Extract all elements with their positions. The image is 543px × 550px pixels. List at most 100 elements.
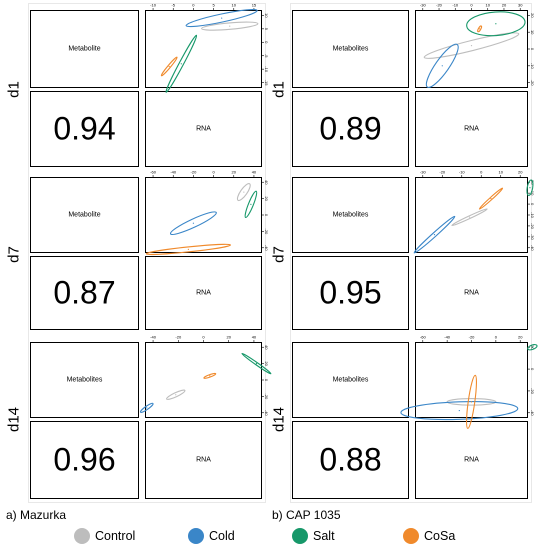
rna-cell: RNA — [415, 421, 528, 499]
ellipse-plot: -60 -40 -20 0 20 40 40 20 0 -20 -40 — [145, 170, 269, 256]
metabolite-cell: Metabolites — [292, 342, 409, 418]
ellipse-plot: -60-40-20020200-20-40 — [400, 335, 538, 429]
x-tick-label: 10 — [232, 3, 237, 8]
ellipse-cold — [425, 43, 459, 88]
panel-b-title: b) CAP 1035 — [272, 508, 341, 522]
x-tick-label: -20 — [436, 3, 443, 8]
row-label-d1: d1 — [5, 81, 23, 98]
legend-salt: Salt — [292, 528, 335, 544]
x-tick-label: 0 — [470, 3, 473, 8]
ellipse-cold — [185, 9, 258, 28]
rna-cell: RNA — [145, 256, 262, 330]
y-tick-label: 10 — [264, 13, 269, 18]
ellipse-cold — [139, 402, 154, 413]
ellipse-salt — [526, 179, 534, 196]
x-tick-label: 15 — [252, 3, 257, 8]
panel-b-frame — [290, 3, 532, 503]
y-tick-label: 0 — [530, 48, 535, 51]
y-tick-label: -20 — [530, 388, 535, 395]
metabolite-label: Metabolite — [68, 211, 101, 219]
ellipse-control — [236, 183, 251, 202]
x-tick-label: 20 — [226, 335, 231, 340]
metabolite-cell: Metabolite — [30, 177, 139, 253]
ellipse-cosa — [160, 56, 178, 77]
y-tick-label: 40 — [264, 345, 269, 350]
y-tick-label: -10 — [264, 66, 269, 73]
centroid-control — [470, 45, 473, 47]
x-tick-label: -10 — [459, 170, 466, 175]
rna-label: RNA — [464, 456, 479, 464]
ellipse-cosa — [477, 25, 483, 33]
y-tick-label: -20 — [530, 80, 535, 87]
rna-label: RNA — [196, 456, 211, 464]
x-tick-label: -5 — [171, 3, 175, 8]
rna-label: RNA — [196, 125, 211, 133]
ellipse-salt — [165, 34, 198, 93]
metabolite-cell: Metabolites — [30, 342, 139, 418]
centroid-cosa — [187, 248, 189, 250]
centroid-cold — [146, 407, 148, 409]
metabolite-label: Metabolite — [68, 45, 101, 53]
x-tick-label: 20 — [232, 170, 237, 175]
ellipse-control — [451, 208, 488, 227]
x-tick-label: -20 — [191, 170, 198, 175]
correlation-cell: 0.87 — [30, 256, 139, 330]
x-tick-label: 10 — [498, 170, 503, 175]
y-tick-label: 20 — [264, 196, 269, 201]
y-tick-label: -30 — [530, 234, 535, 241]
correlation-value: 0.94 — [53, 110, 116, 147]
rna-label: RNA — [196, 289, 211, 297]
y-tick-label: 20 — [530, 180, 535, 185]
rna-cell: RNA — [145, 421, 262, 499]
rna-cell: RNA — [415, 256, 528, 330]
centroid-cosa — [209, 375, 211, 377]
centroid-cold — [192, 222, 195, 224]
ellipse-cold — [413, 215, 456, 254]
y-tick-label: 5 — [264, 28, 269, 31]
y-tick-label: 0 — [264, 214, 269, 217]
row-label-d7: d7 — [270, 246, 288, 263]
correlation-cell: 0.89 — [292, 91, 409, 167]
ellipse-plot: -30 -20 -10 0 10 20 20 10 0 -10 -20 -30 -40 — [413, 170, 535, 254]
x-tick-label: 0 — [192, 3, 195, 8]
centroid-cold — [458, 409, 460, 412]
x-tick-label: -20 — [175, 335, 182, 340]
correlation-cell: 0.95 — [292, 256, 409, 330]
centroid-cosa — [490, 198, 492, 200]
x-tick-label: -40 — [444, 335, 451, 340]
ellipse-plot: -30 -20 -10 0 10 20 30 20 10 0 -10 -20 — [415, 3, 535, 88]
legend-salt-label: Salt — [313, 529, 335, 543]
correlation-cell: 0.94 — [30, 91, 139, 167]
ellipse-cold — [400, 401, 519, 421]
x-tick-label: 20 — [518, 335, 523, 340]
x-tick-label: -60 — [150, 170, 157, 175]
centroid-salt — [250, 203, 252, 205]
centroid-control — [468, 216, 471, 218]
centroid-salt — [531, 346, 533, 348]
y-tick-label: -20 — [264, 228, 269, 235]
x-tick-label: -30 — [420, 170, 427, 175]
centroid-cosa — [168, 65, 170, 68]
legend-cosa: CoSa — [403, 528, 455, 544]
legend-cosa-label: CoSa — [424, 529, 456, 543]
x-tick-label: -40 — [170, 170, 177, 175]
metabolite-label: Metabolites — [332, 376, 369, 384]
row-label-d1: d1 — [270, 81, 288, 98]
y-tick-label: 20 — [264, 361, 269, 366]
x-tick-label: 0 — [480, 170, 483, 175]
panel-a-frame — [28, 3, 266, 503]
ellipse-cosa — [478, 187, 504, 210]
x-tick-label: 5 — [212, 3, 215, 8]
x-tick-label: 40 — [252, 170, 257, 175]
legend-control-label: Control — [95, 529, 136, 543]
centroid-salt — [180, 63, 182, 65]
legend-cosa-swatch — [403, 528, 419, 544]
centroid-salt — [529, 187, 531, 189]
metabolite-cell: Metabolites — [292, 10, 409, 88]
row-label-d14: d14 — [5, 406, 23, 433]
centroid-control — [229, 25, 231, 27]
centroid-cold — [441, 65, 443, 67]
y-tick-label: -20 — [264, 393, 269, 400]
centroid-salt — [255, 363, 258, 365]
x-tick-label: -20 — [469, 335, 476, 340]
